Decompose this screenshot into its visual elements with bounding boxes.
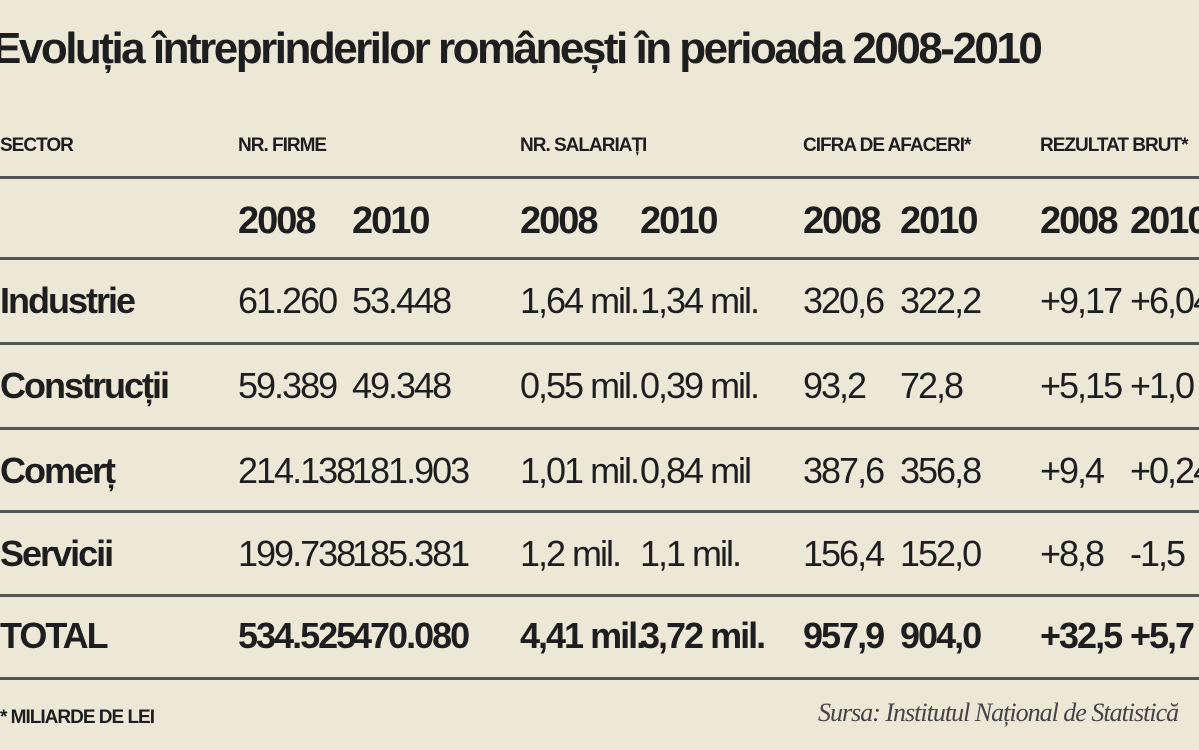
cell-value: +9,4 xyxy=(1040,450,1105,491)
cell-value: 0,84 mil xyxy=(640,450,752,491)
column-header: SECTOR xyxy=(0,135,74,156)
sector-name: Servicii xyxy=(0,533,114,574)
cell-value: +0,24 xyxy=(1130,450,1199,491)
cell-value: 199.738 xyxy=(238,533,356,574)
column-header: NR. SALARIAȚI xyxy=(520,135,647,156)
title: Evoluția întreprinderilor românești în p… xyxy=(0,24,1043,73)
cell-value: +9,17 xyxy=(1040,280,1123,321)
row-rule xyxy=(0,342,1199,345)
cell-value: 957,9 xyxy=(803,615,885,656)
sector-name: Industrie xyxy=(0,280,136,321)
sector-name: Comerț xyxy=(0,450,116,491)
cell-value: 49.348 xyxy=(352,365,452,406)
cell-value: +32,5 xyxy=(1040,615,1123,656)
cell-value: 152,0 xyxy=(900,533,982,574)
row-rule xyxy=(0,257,1199,260)
year-header: 2010 xyxy=(1130,200,1199,242)
year-header: 2010 xyxy=(640,200,719,242)
cell-value: 156,4 xyxy=(803,533,885,574)
cell-value: +8,8 xyxy=(1040,533,1105,574)
cell-value: 53.448 xyxy=(352,280,452,321)
cell-value: 61.260 xyxy=(238,280,338,321)
year-header: 2008 xyxy=(520,200,599,242)
cell-value: 470.080 xyxy=(352,615,470,656)
cell-value: 320,6 xyxy=(803,280,885,321)
cell-value: +5,15 xyxy=(1040,365,1123,406)
year-header: 2008 xyxy=(238,200,317,242)
year-header: 2010 xyxy=(352,200,431,242)
cell-value: 1,2 mil. xyxy=(520,533,622,574)
year-header: 2008 xyxy=(803,200,882,242)
footnote: * MILIARDE DE LEI xyxy=(0,707,155,728)
row-rule xyxy=(0,176,1199,179)
cell-value: +5,7 xyxy=(1130,615,1195,656)
sector-name: TOTAL xyxy=(0,615,109,656)
cell-value: 4,41 mil. xyxy=(520,615,646,656)
row-rule xyxy=(0,594,1199,597)
cell-value: 322,2 xyxy=(900,280,982,321)
column-header: NR. FIRME xyxy=(238,135,327,156)
row-rule xyxy=(0,677,1199,680)
cell-value: 1,01 mil. xyxy=(520,450,640,491)
cell-value: 72,8 xyxy=(900,365,964,406)
cell-value: 0,55 mil. xyxy=(520,365,640,406)
column-header: CIFRA DE AFACERI* xyxy=(803,135,971,156)
cell-value: 3,72 mil. xyxy=(640,615,766,656)
cell-value: 93,2 xyxy=(803,365,867,406)
cell-value: 1,64 mil. xyxy=(520,280,640,321)
cell-value: 181.903 xyxy=(352,450,470,491)
source: Sursa: Institutul Național de Statistică xyxy=(818,698,1179,727)
row-rule xyxy=(0,427,1199,430)
cell-value: 185.381 xyxy=(352,533,470,574)
cell-value: -1,5 xyxy=(1130,533,1186,574)
cell-value: 534.525 xyxy=(238,615,356,656)
cell-value: 904,0 xyxy=(900,615,982,656)
year-header: 2010 xyxy=(900,200,979,242)
cell-value: 214.138 xyxy=(238,450,356,491)
cell-value: +1,0 xyxy=(1130,365,1195,406)
cell-value: 387,6 xyxy=(803,450,885,491)
column-header: REZULTAT BRUT* xyxy=(1040,135,1188,156)
cell-value: 356,8 xyxy=(900,450,982,491)
cell-value: 0,39 mil. xyxy=(640,365,760,406)
cell-value: +6,04 xyxy=(1130,280,1199,321)
row-rule xyxy=(0,510,1199,513)
cell-value: 1,34 mil. xyxy=(640,280,760,321)
sector-name: Construcții xyxy=(0,365,170,406)
cell-value: 59.389 xyxy=(238,365,338,406)
year-header: 2008 xyxy=(1040,200,1119,242)
cell-value: 1,1 mil. xyxy=(640,533,742,574)
